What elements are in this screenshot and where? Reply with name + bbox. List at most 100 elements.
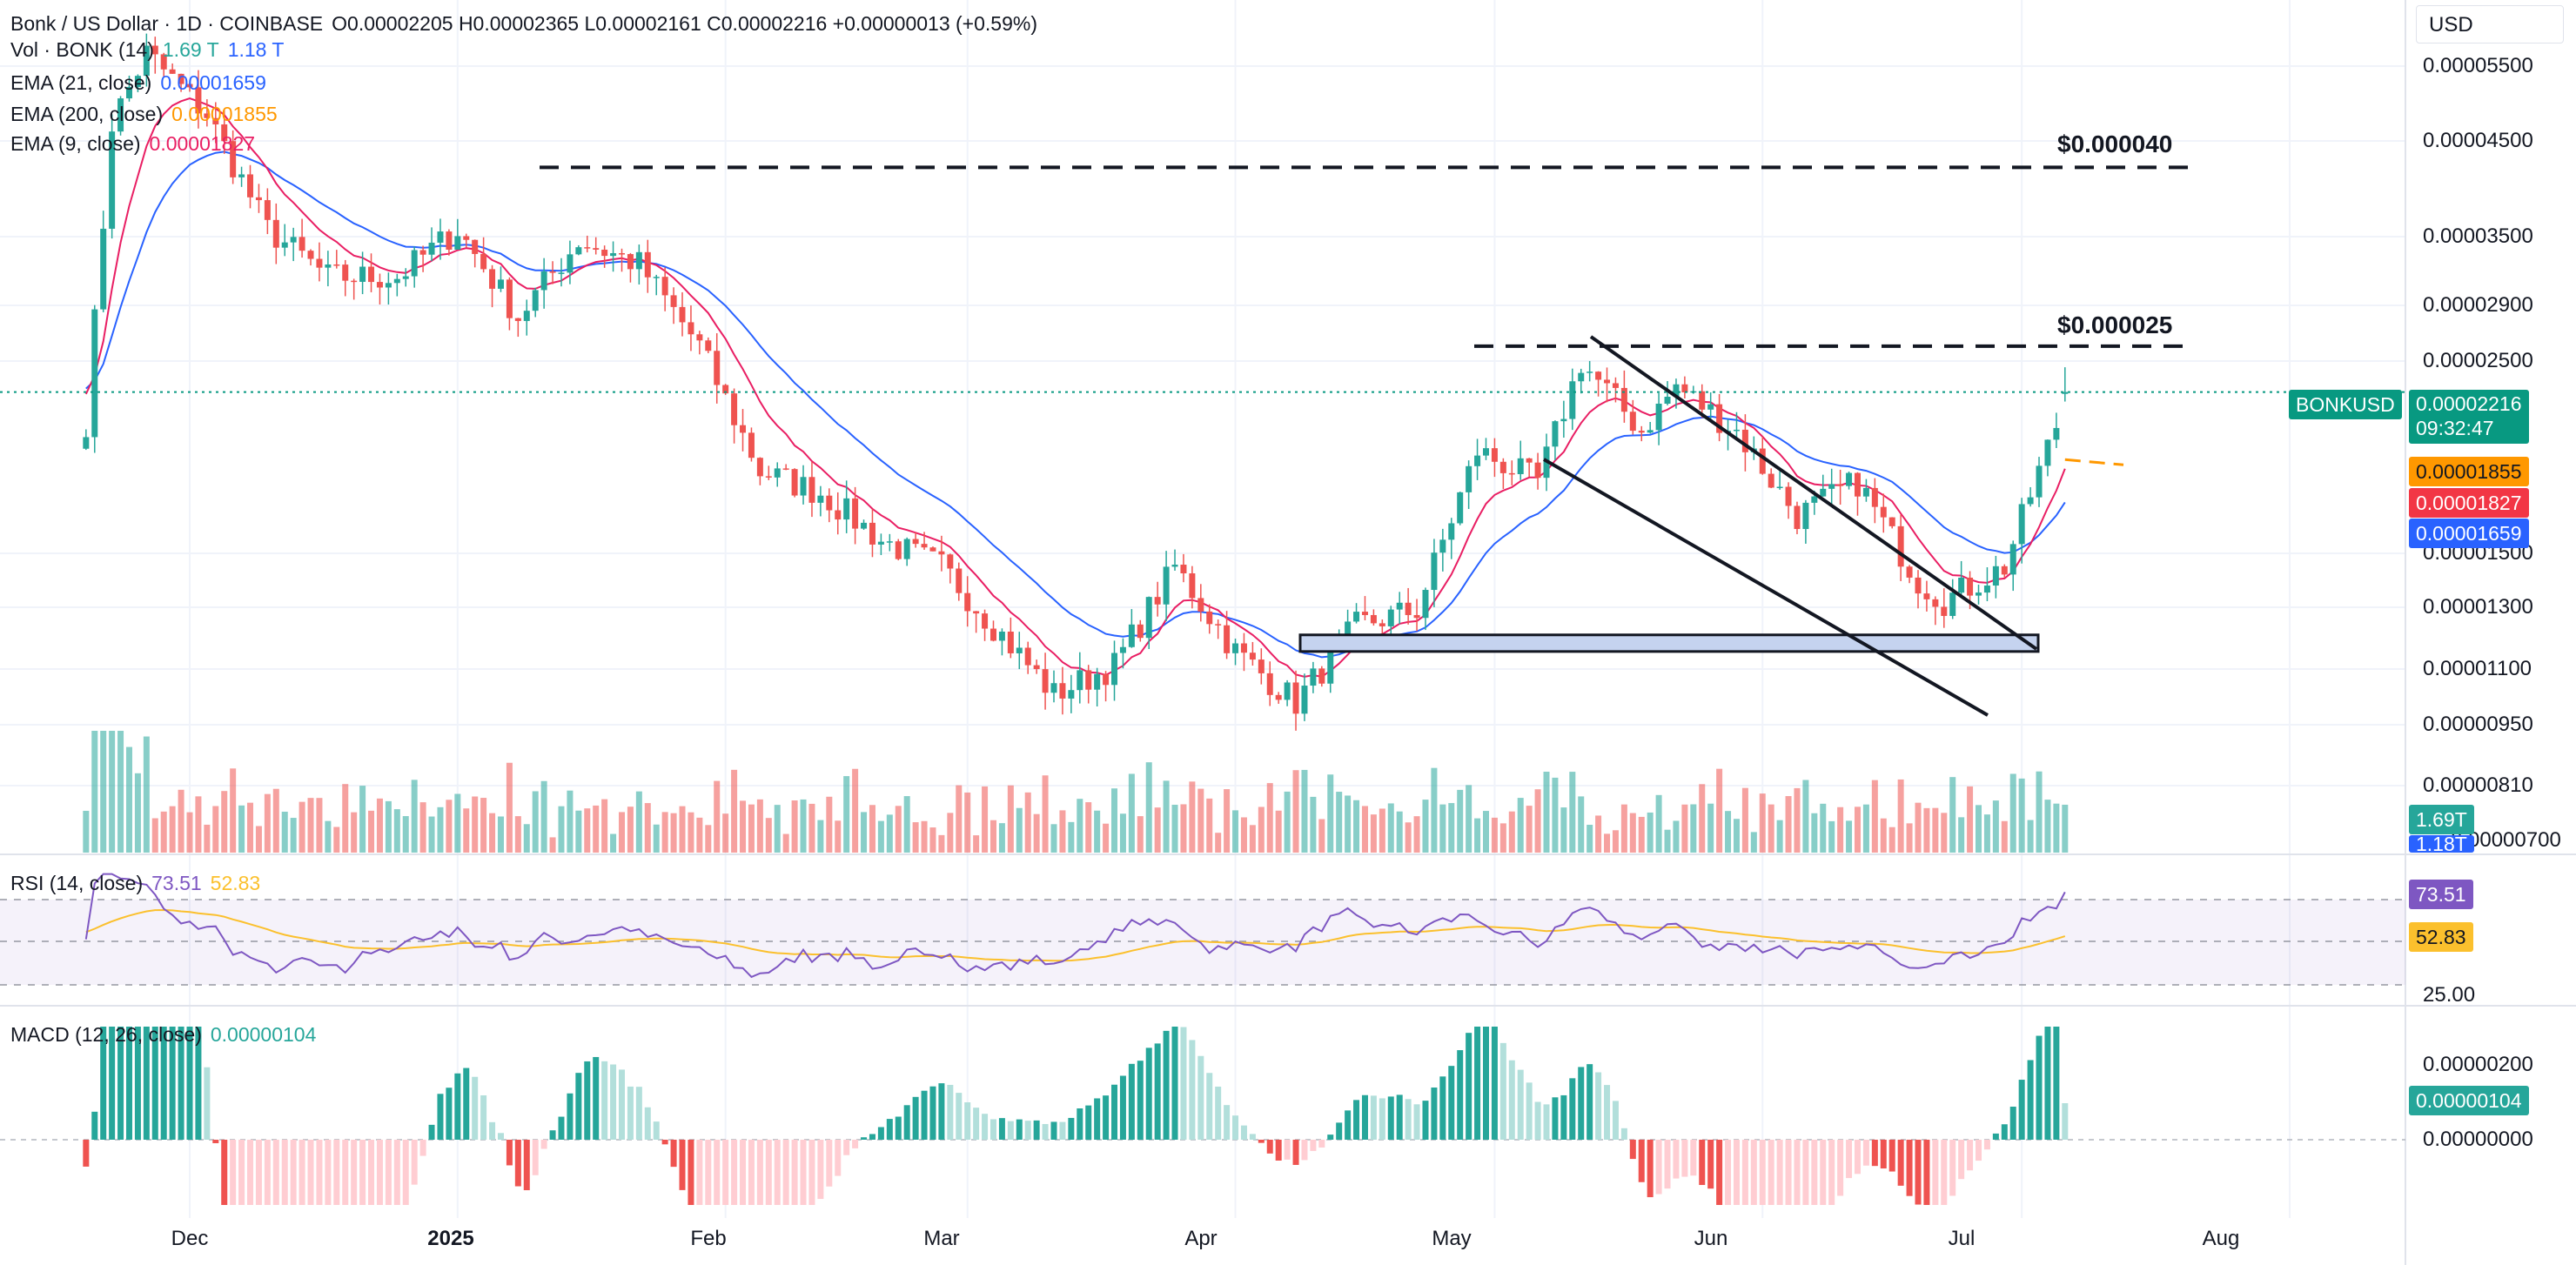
macd-histogram-bar [1699, 1140, 1706, 1186]
macd-histogram-bar [1310, 1140, 1317, 1151]
macd-histogram-bar [1794, 1140, 1801, 1205]
volume-badge-1: 1.69T [2409, 805, 2474, 834]
candle-body [808, 477, 815, 503]
level-label-middle: $0.000025 [2057, 311, 2173, 338]
macd-histogram-bar [1180, 1027, 1187, 1140]
volume-bar [1431, 767, 1438, 853]
macd-histogram-bar [281, 1140, 288, 1205]
macd-histogram-bar [2027, 1060, 2034, 1140]
macd-histogram-bar [1569, 1078, 1576, 1140]
ema21-legend[interactable]: EMA (21, close) 0.00001659 [10, 71, 275, 95]
candle-body [1785, 486, 1792, 506]
volume-bar [514, 816, 521, 853]
time-tick: Feb [690, 1227, 727, 1250]
macd-histogram-bar [1318, 1140, 1325, 1148]
macd-histogram-bar [740, 1140, 747, 1205]
countdown-value: 09:32:47 [2416, 417, 2494, 439]
candle-body [696, 334, 703, 341]
ema9-legend[interactable]: EMA (9, close) 0.00001827 [10, 132, 264, 156]
macd-histogram-bar [1111, 1084, 1118, 1140]
macd-histogram-bar [1007, 1121, 1014, 1140]
currency-selector[interactable]: USD [2416, 5, 2564, 44]
macd-histogram-bar [800, 1140, 807, 1205]
volume-bar [584, 808, 591, 853]
candle-body [1085, 670, 1092, 690]
volume-bar [696, 817, 703, 853]
macd-histogram-bar [877, 1127, 884, 1140]
macd-histogram-bar [964, 1102, 971, 1140]
macd-histogram-bar [1483, 1027, 1489, 1140]
macd-legend[interactable]: MACD (12, 26, close) 0.00000104 [10, 1023, 325, 1047]
candle-body [1457, 492, 1464, 524]
volume-bar [947, 813, 954, 853]
volume-bar [1258, 807, 1265, 853]
macd-histogram-bar [376, 1140, 383, 1205]
volume-bar [100, 731, 107, 853]
macd-histogram-bar [1932, 1140, 1939, 1205]
volume-bar [644, 803, 651, 853]
macd-histogram-bar [1431, 1088, 1438, 1140]
volume-bar [1820, 803, 1827, 853]
macd-histogram-bar [1629, 1140, 1636, 1160]
volume-bar [2062, 804, 2069, 853]
support-zone [1298, 633, 2040, 653]
macd-histogram-bar [869, 1134, 875, 1140]
volume-bar [1387, 803, 1394, 853]
candle-body [644, 251, 651, 278]
volume-bar [1880, 818, 1887, 853]
volume-bar [178, 789, 184, 853]
macd-histogram-bar [272, 1140, 279, 1205]
candle-body [1413, 614, 1420, 619]
macd-histogram-bar [1119, 1075, 1126, 1140]
macd-histogram-bar [411, 1140, 418, 1185]
candle-body [2053, 427, 2060, 440]
candle-body [1275, 694, 1282, 700]
macd-value: 0.00000104 [210, 1023, 317, 1046]
macd-histogram-bar [938, 1083, 945, 1140]
candle-body [1180, 565, 1187, 574]
volume-bar [454, 793, 461, 853]
candle-body [1854, 472, 1861, 497]
macd-histogram-bar [1595, 1072, 1602, 1140]
macd-histogram-bar [1413, 1104, 1420, 1140]
volume-bar [1595, 815, 1602, 853]
candle-body [1759, 448, 1766, 474]
candle-body [411, 250, 418, 277]
volume-bar [186, 812, 193, 853]
volume-bar [593, 805, 600, 853]
volume-bar [688, 812, 694, 853]
volume-bar [281, 811, 288, 853]
candle-body [549, 271, 556, 273]
macd-histogram-bar [1871, 1140, 1878, 1167]
candle-body [1405, 602, 1412, 615]
macd-histogram-bar [1534, 1101, 1541, 1140]
candle-body [1310, 668, 1317, 686]
rsi-legend[interactable]: RSI (14, close) 73.51 52.83 [10, 872, 269, 895]
macd-histogram-bar [446, 1088, 453, 1140]
volume-bar [1361, 806, 1368, 853]
volume-bar [1180, 804, 1187, 853]
macd-histogram-bar [1361, 1094, 1368, 1140]
ema200-legend[interactable]: EMA (200, close) 0.00001855 [10, 103, 286, 126]
macd-histogram-bar [808, 1140, 815, 1205]
volume-bar [1612, 830, 1619, 853]
candle-body [1508, 472, 1515, 475]
candle-body [125, 86, 132, 99]
macd-histogram-bar [255, 1140, 262, 1205]
volume-bar [817, 820, 824, 853]
volume-bar [558, 806, 565, 853]
volume-bar [869, 805, 875, 853]
candle-body [1258, 659, 1265, 673]
volume-bar [1068, 821, 1075, 853]
volume-bar [230, 768, 237, 853]
candle-body [255, 197, 262, 201]
volume-bar [1741, 787, 1748, 853]
macd-histogram-bar [619, 1069, 625, 1140]
volume-legend[interactable]: Vol · BONK (14) 1.69 T 1.18 T [10, 38, 292, 62]
volume-bar [264, 793, 271, 853]
macd-histogram-bar [402, 1140, 409, 1205]
volume-bar [272, 788, 279, 853]
rsi-value: 73.51 [151, 872, 202, 894]
volume-bar [368, 810, 375, 853]
